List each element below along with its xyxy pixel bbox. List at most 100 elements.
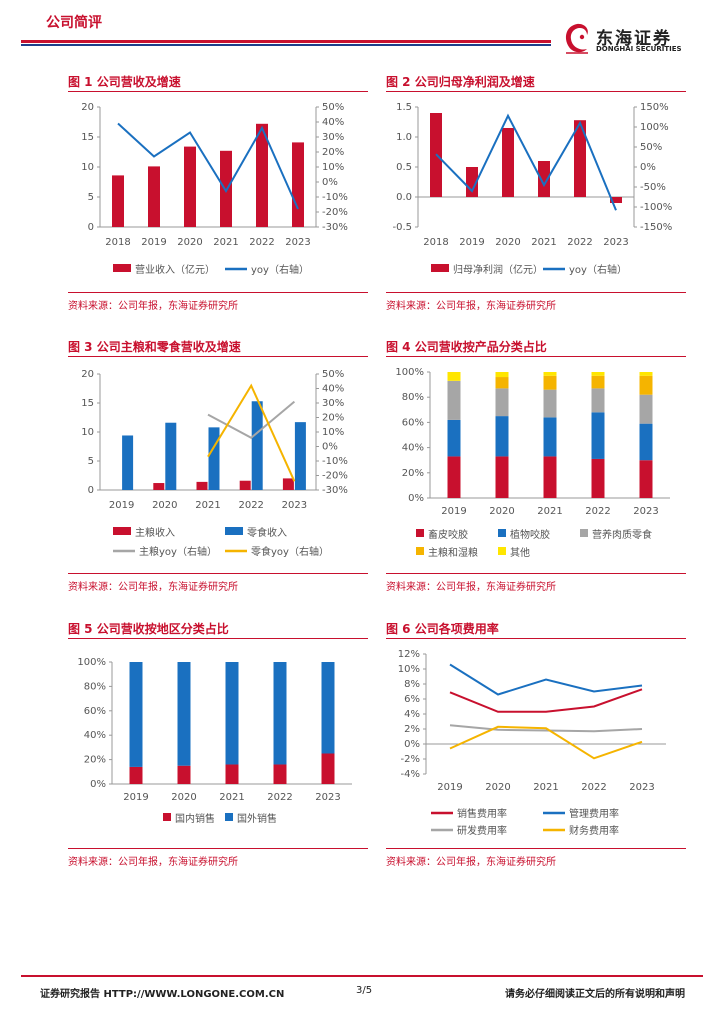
bar-segment: [321, 662, 335, 754]
fig4-source: 资料来源：公司年报，东海证券研究所: [386, 582, 556, 593]
series-line: [449, 725, 643, 760]
y2-tick-label: 30%: [322, 398, 344, 409]
y-tick-label: 80%: [84, 681, 106, 692]
fig1-title: 图 1 公司营收及增速: [68, 75, 181, 89]
fig6-rule: [386, 638, 686, 639]
y-tick-label: 10%: [398, 664, 420, 675]
x-tick-label: 2021: [533, 782, 558, 793]
footer-report-url: 证券研究报告 HTTP://WWW.LONGONE.COM.CN: [40, 989, 285, 1000]
footer-disclaimer: 请务必仔细阅读正文后的所有说明和声明: [505, 989, 685, 1000]
bar-segment: [591, 412, 605, 459]
x-tick-label: 2022: [581, 782, 606, 793]
bar-segment: [273, 764, 287, 784]
bar: [165, 422, 177, 490]
bar-segment: [591, 372, 605, 376]
legend-label: 研发费用率: [457, 824, 507, 837]
legend-label: 其他: [510, 546, 530, 559]
bar: [292, 142, 304, 227]
y2-tick-label: 20%: [322, 147, 344, 158]
x-tick-label: 2019: [437, 782, 462, 793]
y2-tick-label: -100%: [640, 202, 672, 213]
x-tick-label: 2020: [495, 237, 520, 248]
fig1-source-rule: [68, 292, 368, 293]
y-tick-label: 40%: [402, 443, 424, 454]
bar-segment: [225, 662, 239, 765]
y-tick-label: 5: [88, 192, 94, 203]
bar-segment: [447, 419, 461, 457]
y2-tick-label: 50%: [322, 102, 344, 113]
x-tick-label: 2020: [489, 506, 514, 517]
bar: [220, 150, 232, 227]
legend-label: 主粮和湿粮: [428, 546, 478, 559]
y2-tick-label: 20%: [322, 413, 344, 424]
y-tick-label: 80%: [402, 392, 424, 403]
y-tick-label: -2%: [401, 754, 420, 765]
y-tick-label: 4%: [404, 709, 420, 720]
logo-cn-text: 东海证券: [596, 29, 672, 49]
y2-tick-label: -20%: [322, 471, 348, 482]
y-tick-label: 8%: [404, 679, 420, 690]
legend-swatch: [498, 547, 506, 555]
bar-segment: [543, 375, 557, 390]
legend-label: 营业收入（亿元）: [135, 263, 215, 276]
x-tick-label: 2019: [441, 506, 466, 517]
bar: [122, 435, 134, 490]
bar-segment: [543, 417, 557, 457]
header-rule-blue: [21, 44, 551, 46]
bar: [153, 483, 165, 490]
y2-tick-label: 0%: [640, 162, 656, 173]
footer-rule: [21, 975, 703, 977]
fig5-chart: 0% 20% 40% 60% 80% 100% 2019 2020 2021 2022 2023 国内…: [77, 657, 352, 825]
fig4-rule: [386, 356, 686, 357]
legend-swatch: [416, 529, 424, 537]
y2-tick-label: 0%: [322, 442, 338, 453]
fig1-rule: [68, 91, 368, 92]
legend-swatch: [580, 529, 588, 537]
y-tick-label: 60%: [84, 706, 106, 717]
y2-tick-label: 50%: [322, 369, 344, 380]
fig4-title: 图 4 公司营收按产品分类占比: [386, 340, 547, 354]
x-tick-label: 2018: [423, 237, 448, 248]
y-tick-label: 20: [81, 369, 94, 380]
x-tick-label: 2021: [531, 237, 556, 248]
fig6-source: 资料来源：公司年报，东海证券研究所: [386, 857, 556, 868]
y-tick-label: -0.5: [392, 222, 412, 233]
header-rule-red: [21, 40, 551, 43]
x-tick-label: 2020: [171, 792, 196, 803]
bar: [466, 167, 478, 197]
y-tick-label: 6%: [404, 694, 420, 705]
x-tick-label: 2022: [249, 237, 274, 248]
bar-segment: [639, 375, 653, 395]
x-tick-label: 2018: [105, 237, 130, 248]
fig3-chart: 0 5 10 15 20 -30% -20% -10% 0% 10% 20% 30% 40% 50% 201…: [81, 369, 348, 558]
bar-segment: [495, 377, 509, 389]
bar-segment: [495, 388, 509, 417]
y2-tick-label: 10%: [322, 427, 344, 438]
bar-segment: [495, 416, 509, 457]
bar: [239, 480, 251, 490]
fig5-source: 资料来源：公司年报，东海证券研究所: [68, 857, 238, 868]
bar-segment: [543, 456, 557, 498]
y2-tick-label: -50%: [640, 182, 666, 193]
x-tick-label: 2021: [213, 237, 238, 248]
legend-label: yoy（右轴）: [569, 263, 627, 276]
x-tick-label: 2021: [219, 792, 244, 803]
y-tick-label: 12%: [398, 649, 420, 660]
bar: [538, 161, 550, 197]
series-line: [117, 122, 299, 210]
y2-tick-label: 0%: [322, 177, 338, 188]
dragon-icon: [565, 23, 588, 54]
y-tick-label: 10: [81, 162, 94, 173]
bar: [610, 197, 622, 203]
y2-tick-label: -10%: [322, 192, 348, 203]
series-line: [449, 688, 643, 713]
legend-label: 归母净利润（亿元）: [453, 263, 543, 276]
x-tick-label: 2019: [141, 237, 166, 248]
bar-segment: [543, 389, 557, 418]
y-tick-label: -4%: [401, 769, 420, 780]
x-tick-label: 2022: [267, 792, 292, 803]
y-tick-label: 10: [81, 427, 94, 438]
bar: [148, 166, 160, 227]
fig3-source-rule: [68, 573, 368, 574]
fig2-source-rule: [386, 292, 686, 293]
